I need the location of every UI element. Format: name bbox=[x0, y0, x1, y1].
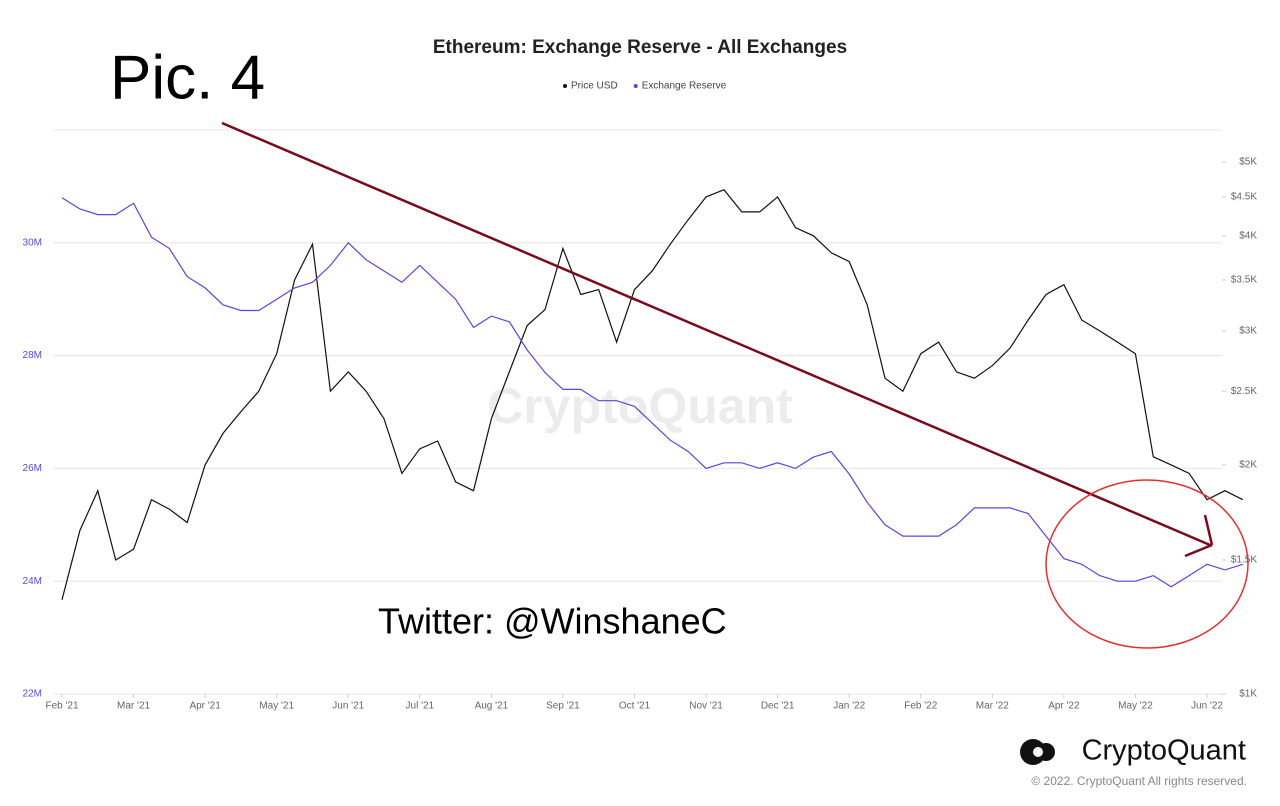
annotation-circle bbox=[1045, 479, 1249, 649]
x-tick-label: Nov '21 bbox=[689, 701, 723, 712]
x-tick-label: Jun '22 bbox=[1191, 701, 1223, 712]
copyright: © 2022. CryptoQuant All rights reserved. bbox=[1031, 774, 1247, 788]
x-tick-label: Oct '21 bbox=[619, 701, 651, 712]
x-tick-label: Jun '21 bbox=[332, 701, 364, 712]
y-tick-label: 28M bbox=[23, 350, 42, 361]
x-tick-label: Mar '21 bbox=[117, 701, 150, 712]
twitter-label: Twitter: @WinshaneC bbox=[378, 601, 727, 642]
series-line bbox=[61, 197, 1243, 588]
x-tick-label: Sep '21 bbox=[546, 701, 580, 712]
watermark: CryptoQuant bbox=[487, 378, 793, 434]
y-tick-label: 24M bbox=[23, 576, 42, 587]
pic-label: Pic. 4 bbox=[110, 43, 265, 112]
x-tick-label: Apr '21 bbox=[189, 701, 221, 712]
chart-title: Ethereum: Exchange Reserve - All Exchang… bbox=[433, 37, 847, 58]
y2-tick-label: $3K bbox=[1239, 326, 1257, 337]
y-tick-label: 26M bbox=[23, 463, 42, 474]
legend-label: Exchange Reserve bbox=[642, 81, 727, 92]
legend-marker bbox=[633, 84, 638, 88]
x-tick-label: Mar '22 bbox=[976, 701, 1009, 712]
legend-label: Price USD bbox=[571, 81, 618, 92]
y-tick-label: 30M bbox=[23, 237, 42, 248]
x-tick-label: Aug '21 bbox=[475, 701, 509, 712]
x-tick-label: Jan '22 bbox=[833, 701, 865, 712]
logo-icon bbox=[1020, 739, 1055, 765]
x-tick-label: Dec '21 bbox=[761, 701, 795, 712]
y2-tick-label: $2K bbox=[1239, 460, 1257, 471]
x-tick-label: Feb '21 bbox=[45, 701, 78, 712]
y2-tick-label: $4K bbox=[1239, 230, 1257, 241]
x-tick-label: May '22 bbox=[1118, 701, 1153, 712]
annotation-arrow bbox=[221, 121, 1214, 558]
y2-tick-label: $2.5K bbox=[1231, 386, 1257, 397]
x-tick-label: Apr '22 bbox=[1048, 701, 1080, 712]
x-tick-label: May '21 bbox=[259, 701, 294, 712]
y2-tick-label: $3.5K bbox=[1231, 275, 1257, 286]
legend-marker bbox=[563, 84, 567, 88]
series-line bbox=[61, 188, 1244, 600]
x-tick-label: Jul '21 bbox=[406, 701, 435, 712]
y2-tick-label: $5K bbox=[1239, 157, 1257, 168]
y2-tick-label: $4.5K bbox=[1231, 192, 1257, 203]
y-tick-label: 22M bbox=[23, 689, 42, 700]
y2-tick-label: $1.5K bbox=[1231, 555, 1257, 566]
y2-tick-label: $1K bbox=[1239, 689, 1257, 700]
logo-text: CryptoQuant bbox=[1082, 735, 1246, 767]
x-tick-label: Feb '22 bbox=[904, 701, 937, 712]
